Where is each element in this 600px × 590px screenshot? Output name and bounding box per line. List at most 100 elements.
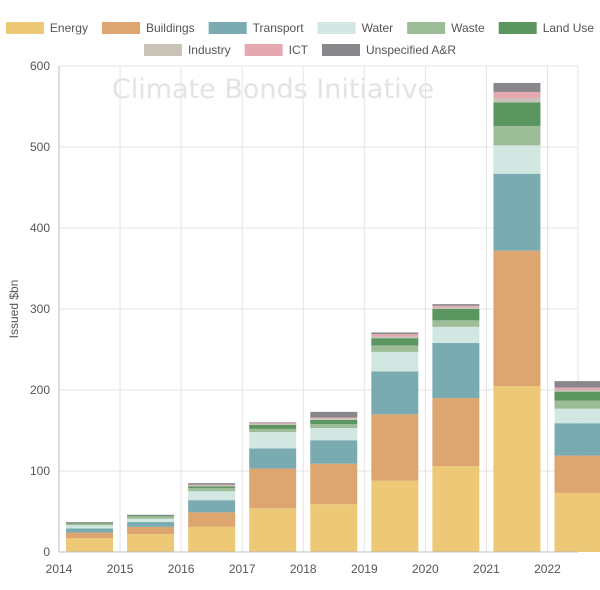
x-tick-label: 2018 [290, 562, 317, 576]
bar-segment-energy [554, 492, 600, 552]
y-tick-label: 300 [30, 302, 50, 316]
y-axis-label: Issued $bn [7, 280, 21, 339]
bar-segment-ict [188, 484, 236, 486]
x-tick-label: 2014 [46, 562, 73, 576]
bar-segment-transport [66, 528, 114, 533]
bar-segment-land-use [127, 515, 175, 517]
bar-segment-unspecified-a-r [66, 522, 114, 523]
bar-segment-water [249, 432, 297, 449]
bar-segment-industry [493, 98, 541, 103]
legend-swatch-energy [5, 22, 44, 34]
bar-segment-land-use [371, 338, 419, 346]
legend-swatch-ict [244, 44, 283, 56]
legend-swatch-water [317, 22, 356, 34]
bar-segment-waste [371, 345, 419, 352]
bar-segment-energy [432, 466, 480, 552]
bar-segment-waste [188, 488, 236, 492]
bar-segment-buildings [127, 526, 175, 535]
x-tick-label: 2020 [412, 562, 439, 576]
legend-label: Unspecified A&R [366, 43, 456, 57]
bar-segment-industry [554, 390, 600, 392]
bar-segment-energy [66, 538, 114, 552]
legend-label: Water [362, 21, 394, 35]
bar-segment-water [310, 428, 358, 441]
bar-segment-land-use [554, 391, 600, 401]
bar-segment-waste [493, 125, 541, 146]
bar-segment-land-use [310, 419, 358, 425]
bar-segment-energy [310, 504, 358, 552]
x-tick-label: 2022 [534, 562, 561, 576]
bar-segment-water [66, 525, 114, 529]
axes: 0 100 200 300 400 500 600 2014 2015 2016 2017 2018 2… [30, 59, 578, 576]
bar-segment-buildings [371, 414, 419, 481]
bar-segment-transport [188, 500, 236, 513]
legend-swatch-buildings [101, 22, 140, 34]
bar-segment-waste [310, 424, 358, 429]
bar-segment-water [371, 351, 419, 372]
bar-segment-industry [188, 485, 236, 487]
bar-segment-land-use [249, 424, 297, 429]
bar-segment-ict [249, 423, 297, 425]
bar-segment-waste [66, 523, 114, 526]
bar-segment-ict [371, 334, 419, 337]
bar-segment-unspecified-a-r [432, 304, 480, 306]
bar-segment-energy [493, 385, 541, 552]
bar-segment-buildings [249, 468, 297, 509]
bar-segment-ict [432, 305, 480, 308]
bars [66, 83, 600, 552]
bar-segment-transport [493, 173, 541, 251]
bar-segment-ict [310, 417, 358, 419]
chart-watermark: Climate Bonds Initiative [112, 74, 434, 105]
bar-segment-water [127, 518, 175, 523]
legend-label: Energy [50, 21, 88, 35]
bar-segment-ict [493, 91, 541, 99]
bar-segment-transport [432, 343, 480, 399]
bar-segment-waste [432, 320, 480, 327]
bar-segment-buildings [310, 463, 358, 505]
bar-segment-energy [249, 508, 297, 552]
bar-segment-unspecified-a-r [249, 422, 297, 424]
bar-segment-energy [371, 480, 419, 552]
x-tick-label: 2015 [107, 562, 134, 576]
bar-segment-industry [310, 418, 358, 420]
bar-segment-transport [127, 522, 175, 527]
bar-segment-land-use [66, 522, 114, 524]
legend-swatch-industry [143, 44, 182, 56]
bar-segment-industry [432, 307, 480, 309]
legend-label: Transport [253, 21, 305, 35]
bar-segment-industry [371, 336, 419, 339]
bar-segment-transport [554, 423, 600, 456]
x-tick-label: 2017 [229, 562, 256, 576]
bar-segment-waste [127, 516, 175, 519]
x-tick-label: 2019 [351, 562, 378, 576]
bar-segment-unspecified-a-r [554, 381, 600, 388]
y-tick-label: 100 [30, 464, 50, 478]
legend-swatch-land-use [498, 22, 537, 34]
bar-segment-buildings [554, 455, 600, 493]
bar-segment-land-use [432, 309, 480, 321]
legend-label: ICT [289, 43, 309, 57]
bar-segment-land-use [188, 486, 236, 489]
y-tick-label: 600 [30, 59, 50, 73]
bar-segment-transport [310, 440, 358, 464]
bar-segment-waste [249, 428, 297, 433]
x-tick-label: 2016 [168, 562, 195, 576]
legend-label: Land Use [543, 21, 595, 35]
bar-segment-water [554, 408, 600, 424]
gridlines [58, 65, 579, 553]
bar-segment-unspecified-a-r [127, 514, 175, 516]
bar-segment-buildings [66, 532, 114, 539]
bar-segment-water [188, 491, 236, 501]
y-tick-label: 0 [43, 545, 50, 559]
y-tick-label: 500 [30, 140, 50, 154]
bar-segment-industry [249, 424, 297, 425]
bar-segment-energy [127, 534, 175, 552]
y-tick-label: 200 [30, 383, 50, 397]
y-tick-label: 400 [30, 221, 50, 235]
legend: Energy Buildings Transport Water Waste Land U… [5, 21, 595, 57]
legend-swatch-unspecified-a-r [321, 44, 360, 56]
bar-segment-buildings [493, 250, 541, 386]
bar-segment-transport [249, 448, 297, 469]
x-tick-label: 2021 [473, 562, 500, 576]
